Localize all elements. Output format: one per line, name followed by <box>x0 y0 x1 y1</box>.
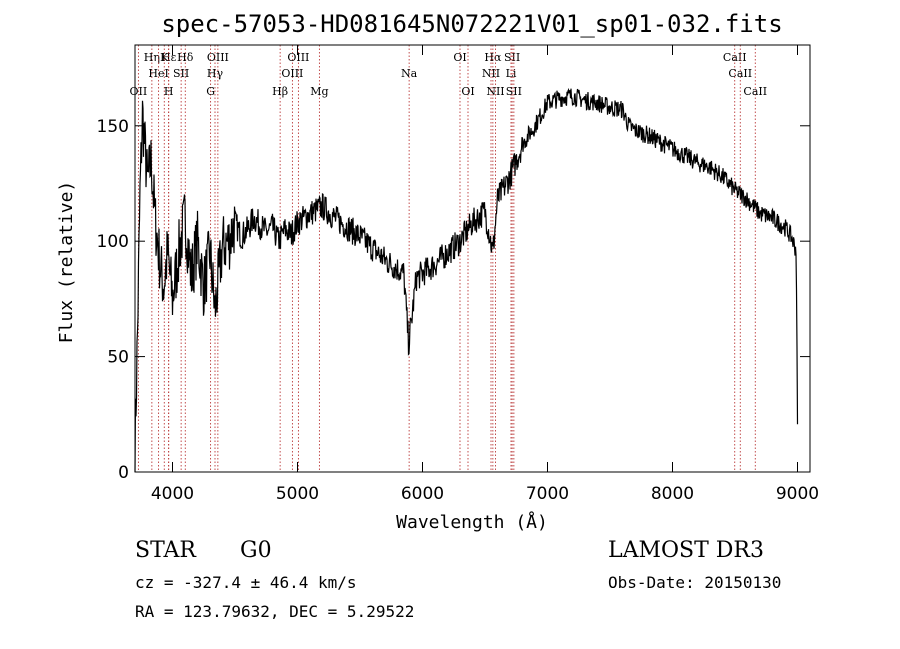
line-marker-label-18: Hα <box>484 51 502 64</box>
line-marker-label-13: OIII <box>287 51 309 64</box>
line-marker-label-12: OIII <box>281 67 303 80</box>
y-axis: 0 50 100 150 <box>97 117 810 483</box>
line-marker-label-14: Mg <box>310 85 328 98</box>
object-class: STAR <box>135 538 196 563</box>
line-marker-label-20: NII <box>486 85 504 98</box>
obs-date: Obs-Date: 20150130 <box>608 573 782 592</box>
x-tick-label-3: 7000 <box>526 484 569 504</box>
line-marker-label-16: OI <box>453 51 466 64</box>
y-tick-label-3: 150 <box>97 117 129 137</box>
line-marker-label-25: CaII <box>728 67 752 80</box>
x-tick-label-2: 6000 <box>401 484 444 504</box>
x-axis: 4000 5000 6000 7000 8000 9000 <box>151 45 819 504</box>
chart-title: spec-57053-HD081645N072221V01_sp01-032.f… <box>161 10 782 38</box>
line-marker-label-2: HeI <box>148 67 168 80</box>
x-tick-label-4: 8000 <box>651 484 694 504</box>
line-marker-label-24: CaII <box>723 51 747 64</box>
line-marker-label-1: OII <box>130 85 148 98</box>
coordinates: RA = 123.79632, DEC = 5.29522 <box>135 602 415 621</box>
line-marker-label-17: OI <box>461 85 474 98</box>
line-marker-label-21: SII <box>504 51 520 64</box>
spectrum-line <box>134 87 799 473</box>
redshift-text: cz = -327.4 ± 46.4 km/s <box>135 573 357 592</box>
spectrum-chart: spec-57053-HD081645N072221V01_sp01-032.f… <box>56 10 819 533</box>
line-marker-label-0: Hη <box>144 51 160 64</box>
line-marker-label-6: SII <box>173 67 189 80</box>
plot-frame <box>134 44 811 473</box>
line-marker-label-8: OIII <box>207 51 229 64</box>
x-tick-label-5: 9000 <box>776 484 819 504</box>
line-marker-label-5: H <box>164 85 174 98</box>
line-marker-label-19: NII <box>482 67 500 80</box>
line-marker-label-7: Hδ <box>177 51 194 64</box>
y-tick-label-0: 0 <box>118 463 129 483</box>
line-marker-label-22: Li <box>506 67 517 80</box>
line-marker-label-4: K <box>160 51 169 64</box>
x-tick-label-0: 4000 <box>151 484 194 504</box>
line-marker-label-11: Hβ <box>272 85 288 98</box>
x-axis-label: Wavelength (Å) <box>396 511 548 533</box>
line-marker-label-15: Na <box>401 67 418 80</box>
y-tick-label-2: 100 <box>97 232 129 252</box>
survey-name: LAMOST DR3 <box>608 538 764 563</box>
line-marker-label-23: SII <box>506 85 522 98</box>
y-tick-label-1: 50 <box>107 348 129 368</box>
line-marker-label-10: G <box>206 85 215 98</box>
x-tick-label-1: 5000 <box>276 484 319 504</box>
object-subclass: G0 <box>240 538 272 563</box>
line-marker-label-26: CaII <box>743 85 767 98</box>
line-marker-label-9: Hγ <box>207 67 224 80</box>
y-axis-label: Flux (relative) <box>56 181 77 344</box>
